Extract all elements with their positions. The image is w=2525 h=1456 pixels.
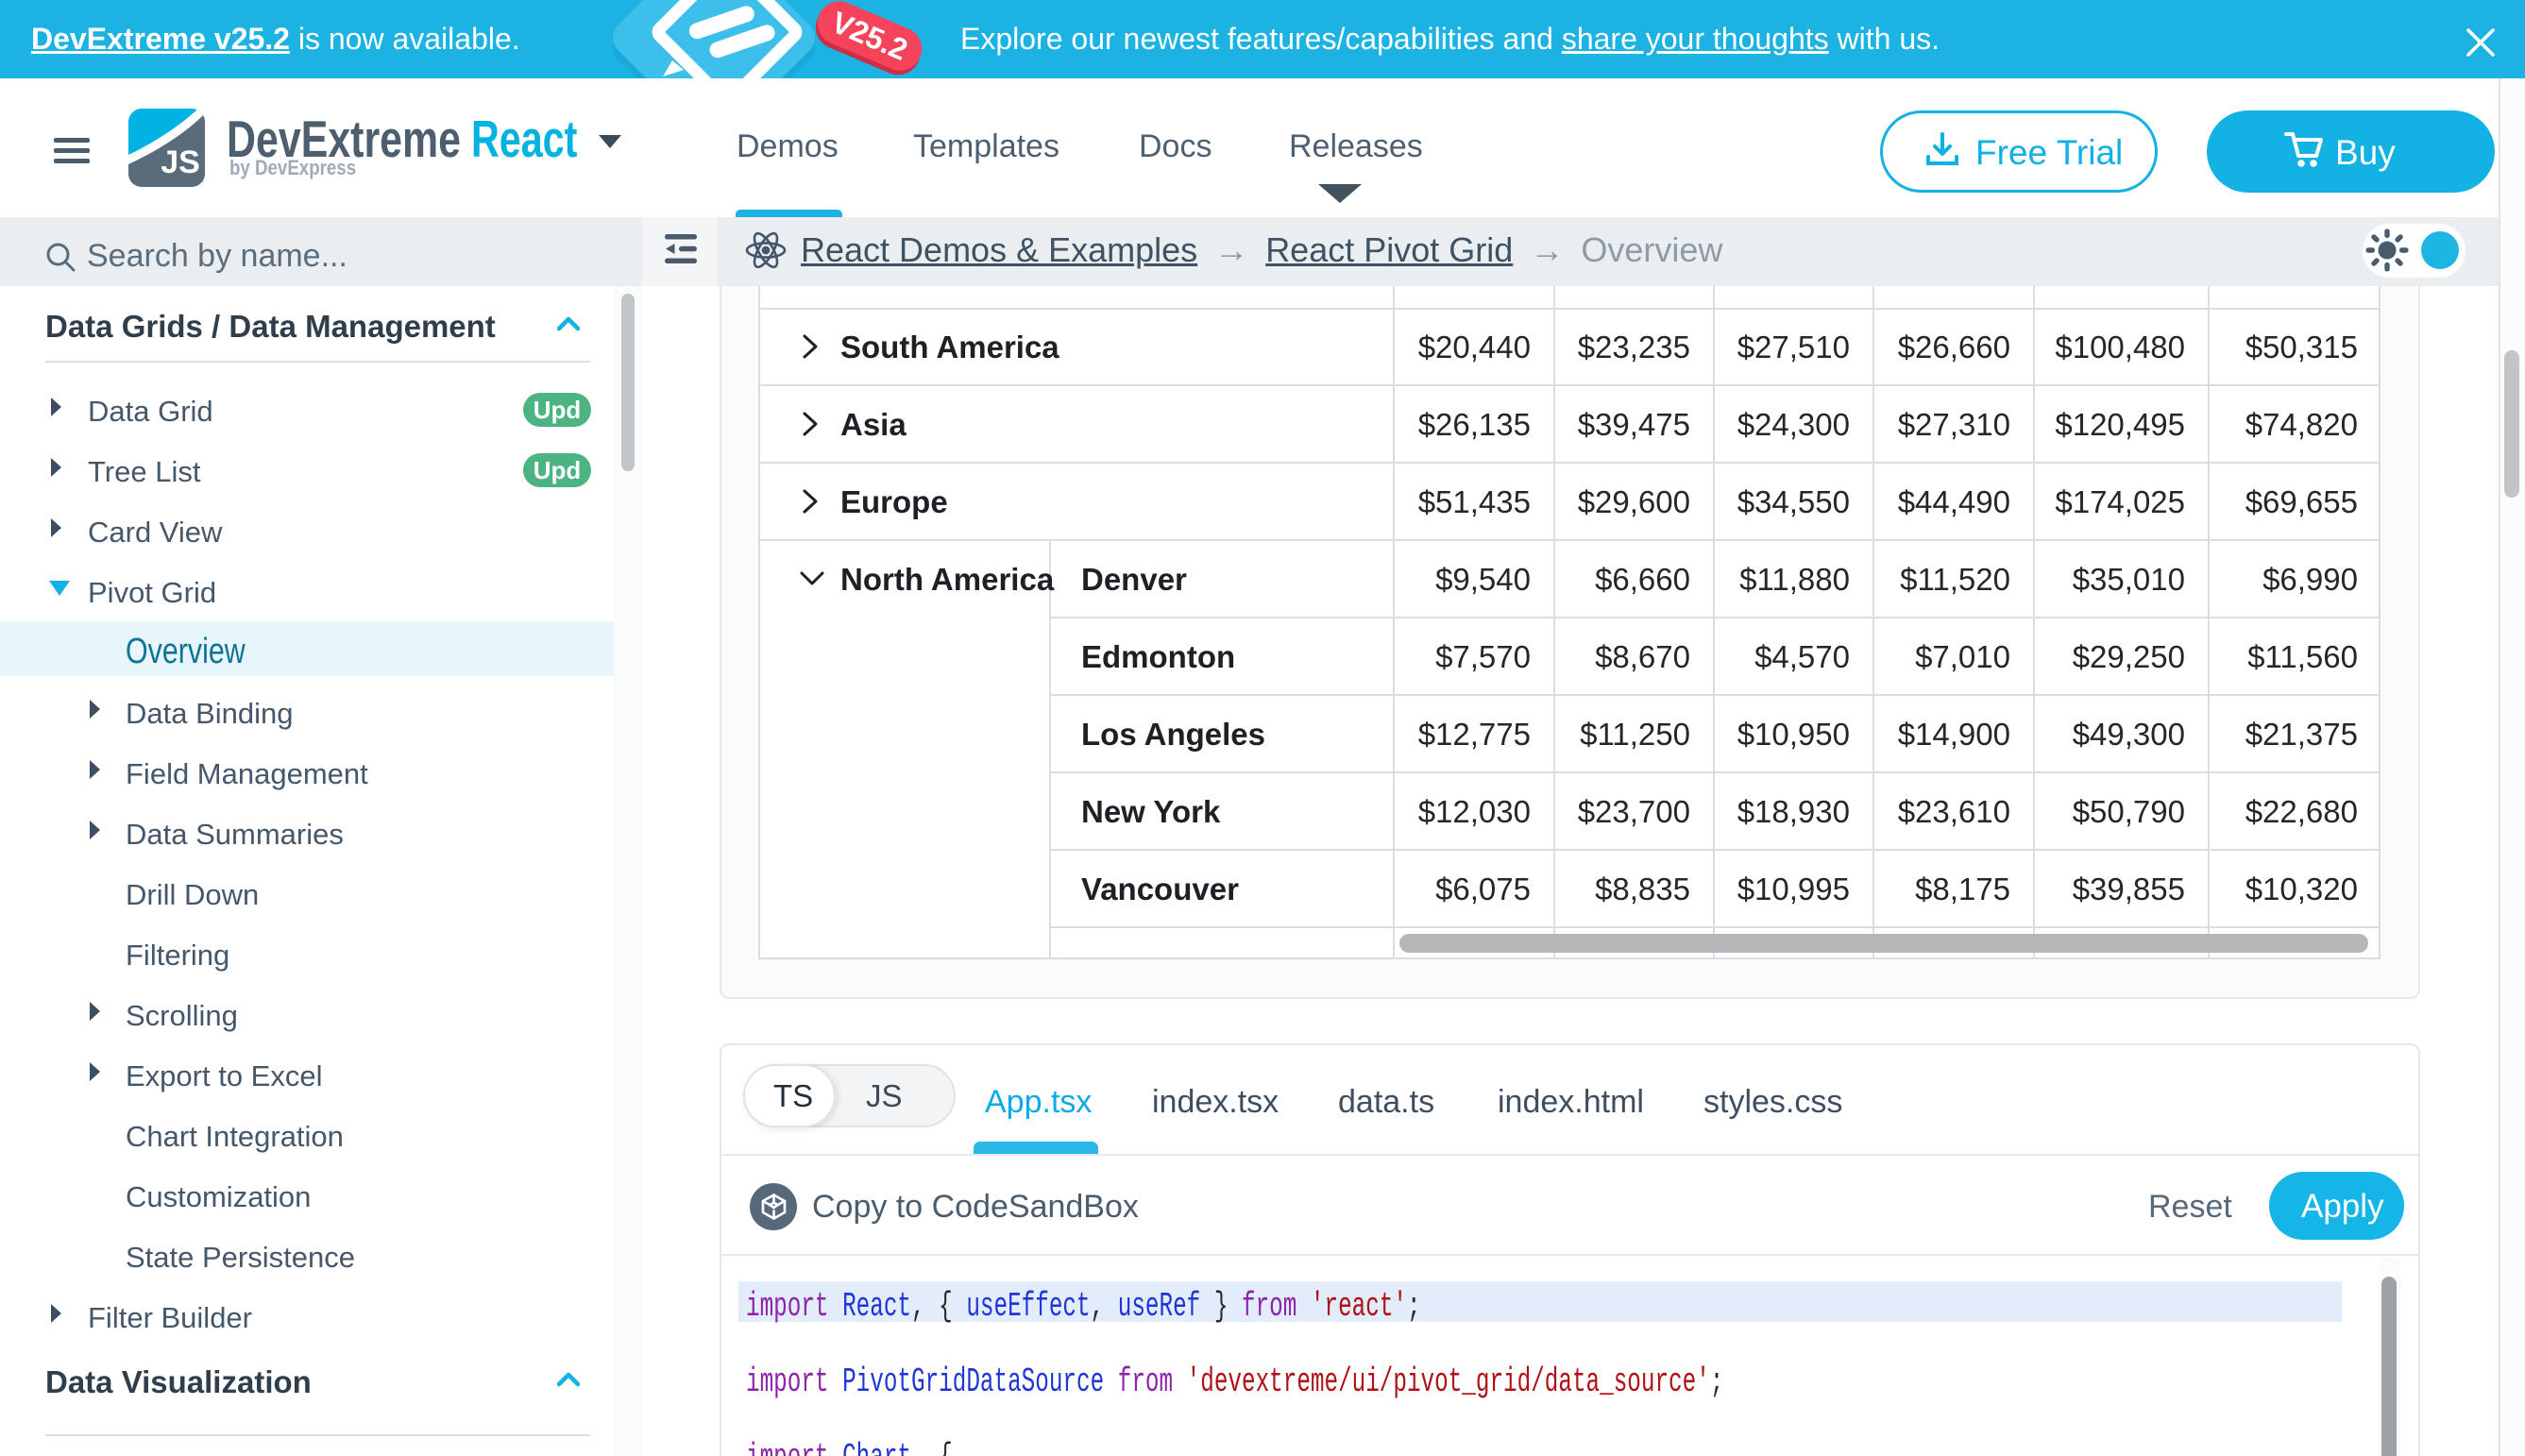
svg-text:JS: JS — [161, 144, 200, 180]
